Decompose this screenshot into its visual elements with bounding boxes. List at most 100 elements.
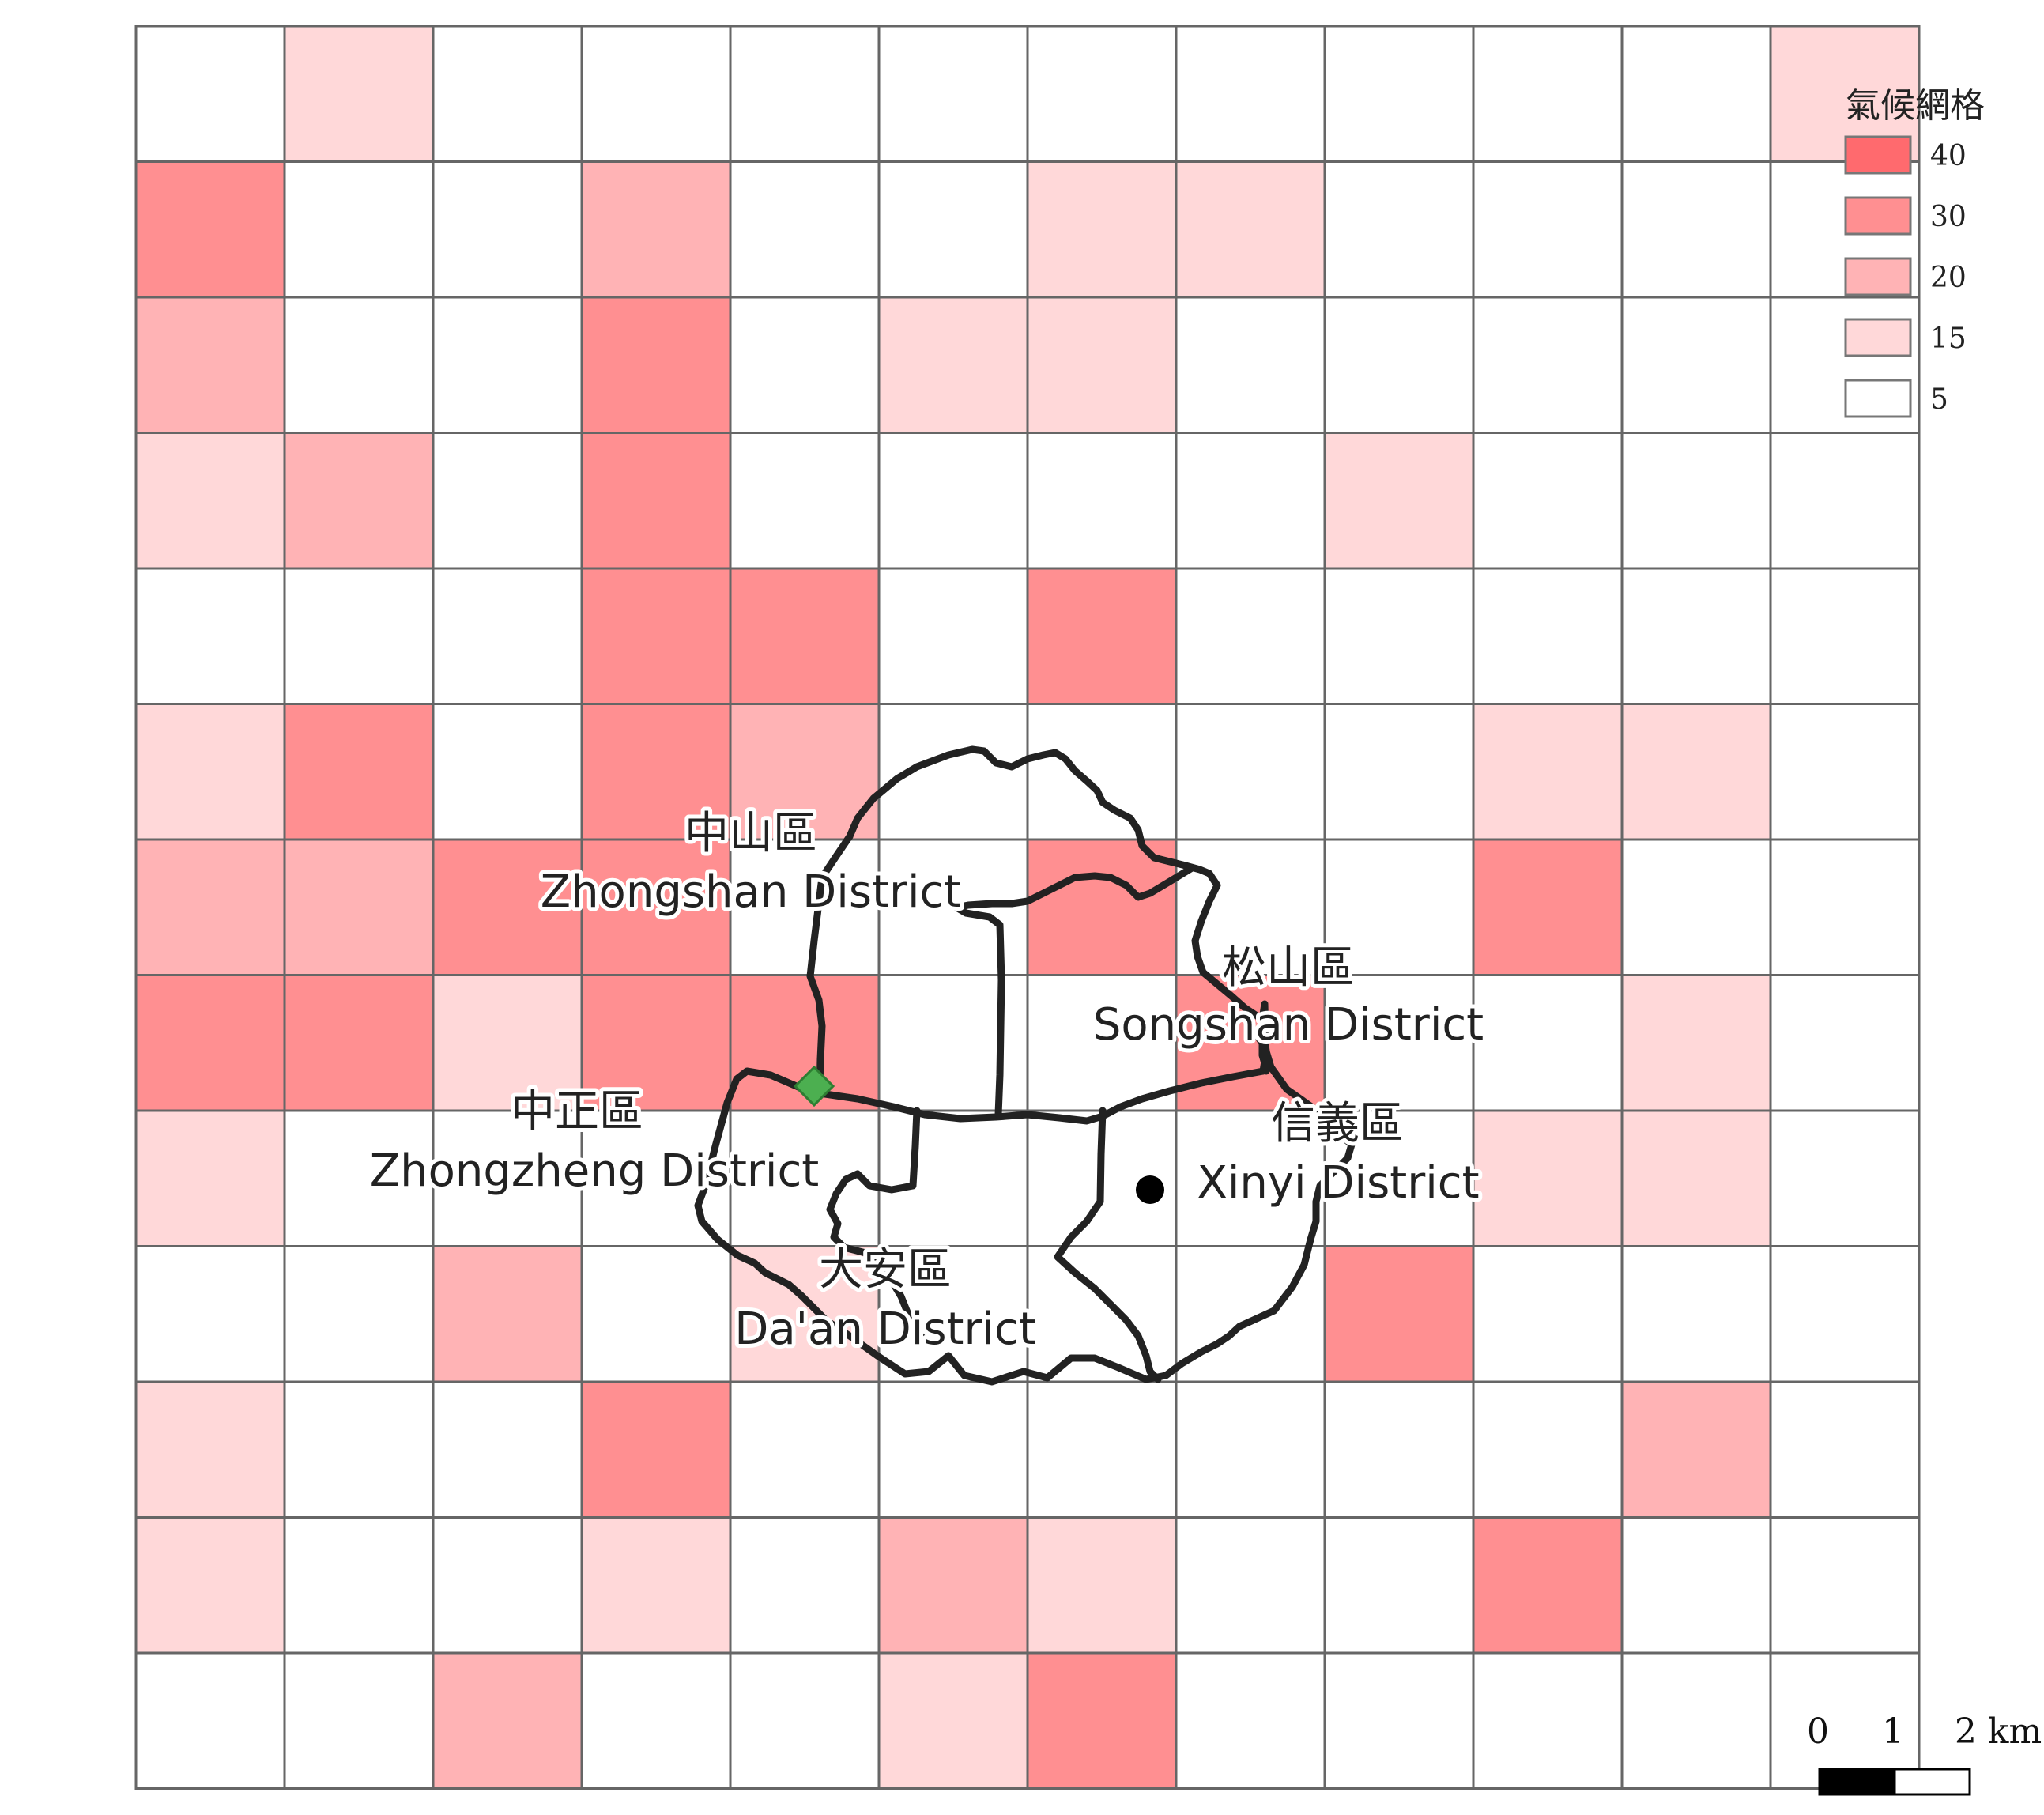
grid-cell[interactable] bbox=[1472, 1380, 1624, 1519]
grid-cell[interactable] bbox=[134, 432, 286, 570]
grid-cell[interactable] bbox=[729, 160, 881, 299]
grid-cell[interactable] bbox=[580, 25, 732, 163]
grid-cell[interactable] bbox=[1026, 432, 1178, 570]
grid-cell[interactable] bbox=[283, 974, 435, 1112]
grid-cell[interactable] bbox=[1026, 703, 1178, 841]
grid-cell[interactable] bbox=[1472, 703, 1624, 841]
grid-cell[interactable] bbox=[1769, 974, 1921, 1112]
grid-cell[interactable] bbox=[1323, 296, 1475, 434]
grid-cell[interactable] bbox=[729, 838, 881, 976]
grid-cell[interactable] bbox=[134, 567, 286, 705]
grid-cell[interactable] bbox=[580, 432, 732, 570]
grid-cell[interactable] bbox=[1472, 296, 1624, 434]
grid-cell[interactable] bbox=[580, 567, 732, 705]
grid-cell[interactable] bbox=[877, 703, 1029, 841]
grid-cell[interactable] bbox=[877, 1109, 1029, 1247]
grid-cell[interactable] bbox=[877, 160, 1029, 299]
grid-cell[interactable] bbox=[877, 974, 1029, 1112]
grid-cell[interactable] bbox=[1620, 296, 1772, 434]
grid-cell[interactable] bbox=[283, 1516, 435, 1655]
grid-cell[interactable] bbox=[134, 296, 286, 434]
grid-cell[interactable] bbox=[1769, 1516, 1921, 1655]
grid-cell[interactable] bbox=[1769, 432, 1921, 570]
grid-cell[interactable] bbox=[1769, 1380, 1921, 1519]
grid-cell[interactable] bbox=[134, 1651, 286, 1790]
grid-cell[interactable] bbox=[1472, 1109, 1624, 1247]
grid-cell[interactable] bbox=[1769, 1245, 1921, 1383]
grid-cell[interactable] bbox=[1769, 567, 1921, 705]
grid-cell[interactable] bbox=[283, 838, 435, 976]
grid-cell[interactable] bbox=[134, 1245, 286, 1383]
grid-cell[interactable] bbox=[1472, 25, 1624, 163]
grid-cell[interactable] bbox=[1472, 1245, 1624, 1383]
grid-cell[interactable] bbox=[729, 567, 881, 705]
grid-cell[interactable] bbox=[283, 1109, 435, 1247]
grid-cell[interactable] bbox=[1769, 838, 1921, 976]
grid-cell[interactable] bbox=[729, 1380, 881, 1519]
grid-cell[interactable] bbox=[877, 25, 1029, 163]
grid-cell[interactable] bbox=[877, 567, 1029, 705]
grid-cell[interactable] bbox=[1472, 974, 1624, 1112]
grid-cell[interactable] bbox=[877, 1380, 1029, 1519]
grid-cell[interactable] bbox=[432, 1245, 583, 1383]
grid-cell[interactable] bbox=[1175, 432, 1326, 570]
grid-cell[interactable] bbox=[134, 703, 286, 841]
grid-cell[interactable] bbox=[1323, 1651, 1475, 1790]
grid-cell[interactable] bbox=[1026, 1380, 1178, 1519]
grid-cell[interactable] bbox=[1769, 1651, 1921, 1790]
grid-cell[interactable] bbox=[1175, 1516, 1326, 1655]
grid-cell[interactable] bbox=[1620, 703, 1772, 841]
grid-cell[interactable] bbox=[1026, 160, 1178, 299]
grid-cell[interactable] bbox=[432, 160, 583, 299]
grid-cell[interactable] bbox=[729, 296, 881, 434]
grid-cell[interactable] bbox=[432, 432, 583, 570]
grid-cell[interactable] bbox=[877, 1651, 1029, 1790]
grid-cell[interactable] bbox=[729, 25, 881, 163]
grid-cell[interactable] bbox=[1323, 1245, 1475, 1383]
grid-cell[interactable] bbox=[877, 296, 1029, 434]
grid-cell[interactable] bbox=[1175, 1651, 1326, 1790]
grid-cell[interactable] bbox=[1026, 1516, 1178, 1655]
grid-cell[interactable] bbox=[1175, 974, 1326, 1112]
grid-cell[interactable] bbox=[877, 1516, 1029, 1655]
grid-cell[interactable] bbox=[283, 160, 435, 299]
grid-cell[interactable] bbox=[1026, 296, 1178, 434]
grid-cell[interactable] bbox=[1175, 567, 1326, 705]
grid-cell[interactable] bbox=[283, 25, 435, 163]
grid-cell[interactable] bbox=[1175, 160, 1326, 299]
grid-cell[interactable] bbox=[1323, 838, 1475, 976]
grid-cell[interactable] bbox=[283, 296, 435, 434]
station-dot-marker[interactable] bbox=[1136, 1175, 1164, 1204]
grid-cell[interactable] bbox=[1323, 1516, 1475, 1655]
grid-cell[interactable] bbox=[729, 1516, 881, 1655]
grid-cell[interactable] bbox=[1472, 1651, 1624, 1790]
grid-cell[interactable] bbox=[1472, 567, 1624, 705]
grid-cell[interactable] bbox=[1769, 703, 1921, 841]
grid-cell[interactable] bbox=[1620, 1651, 1772, 1790]
grid-cell[interactable] bbox=[580, 1245, 732, 1383]
grid-cell[interactable] bbox=[432, 567, 583, 705]
grid-cell[interactable] bbox=[283, 1380, 435, 1519]
grid-cell[interactable] bbox=[1323, 432, 1475, 570]
grid-cell[interactable] bbox=[1323, 160, 1475, 299]
grid-cell[interactable] bbox=[1472, 1516, 1624, 1655]
grid-cell[interactable] bbox=[580, 1516, 732, 1655]
grid-cell[interactable] bbox=[1323, 974, 1475, 1112]
grid-cell[interactable] bbox=[1620, 25, 1772, 163]
grid-cell[interactable] bbox=[1620, 974, 1772, 1112]
grid-cell[interactable] bbox=[1323, 567, 1475, 705]
grid-cell[interactable] bbox=[1620, 1380, 1772, 1519]
grid-cell[interactable] bbox=[432, 1380, 583, 1519]
grid-cell[interactable] bbox=[283, 432, 435, 570]
grid-cell[interactable] bbox=[1323, 703, 1475, 841]
grid-cell[interactable] bbox=[283, 1651, 435, 1790]
grid-cell[interactable] bbox=[1175, 296, 1326, 434]
grid-cell[interactable] bbox=[1620, 567, 1772, 705]
grid-cell[interactable] bbox=[432, 1109, 583, 1247]
grid-cell[interactable] bbox=[432, 25, 583, 163]
grid-cell[interactable] bbox=[283, 1245, 435, 1383]
grid-cell[interactable] bbox=[134, 25, 286, 163]
grid-cell[interactable] bbox=[1472, 838, 1624, 976]
grid-cell[interactable] bbox=[1175, 25, 1326, 163]
grid-cell[interactable] bbox=[1175, 703, 1326, 841]
